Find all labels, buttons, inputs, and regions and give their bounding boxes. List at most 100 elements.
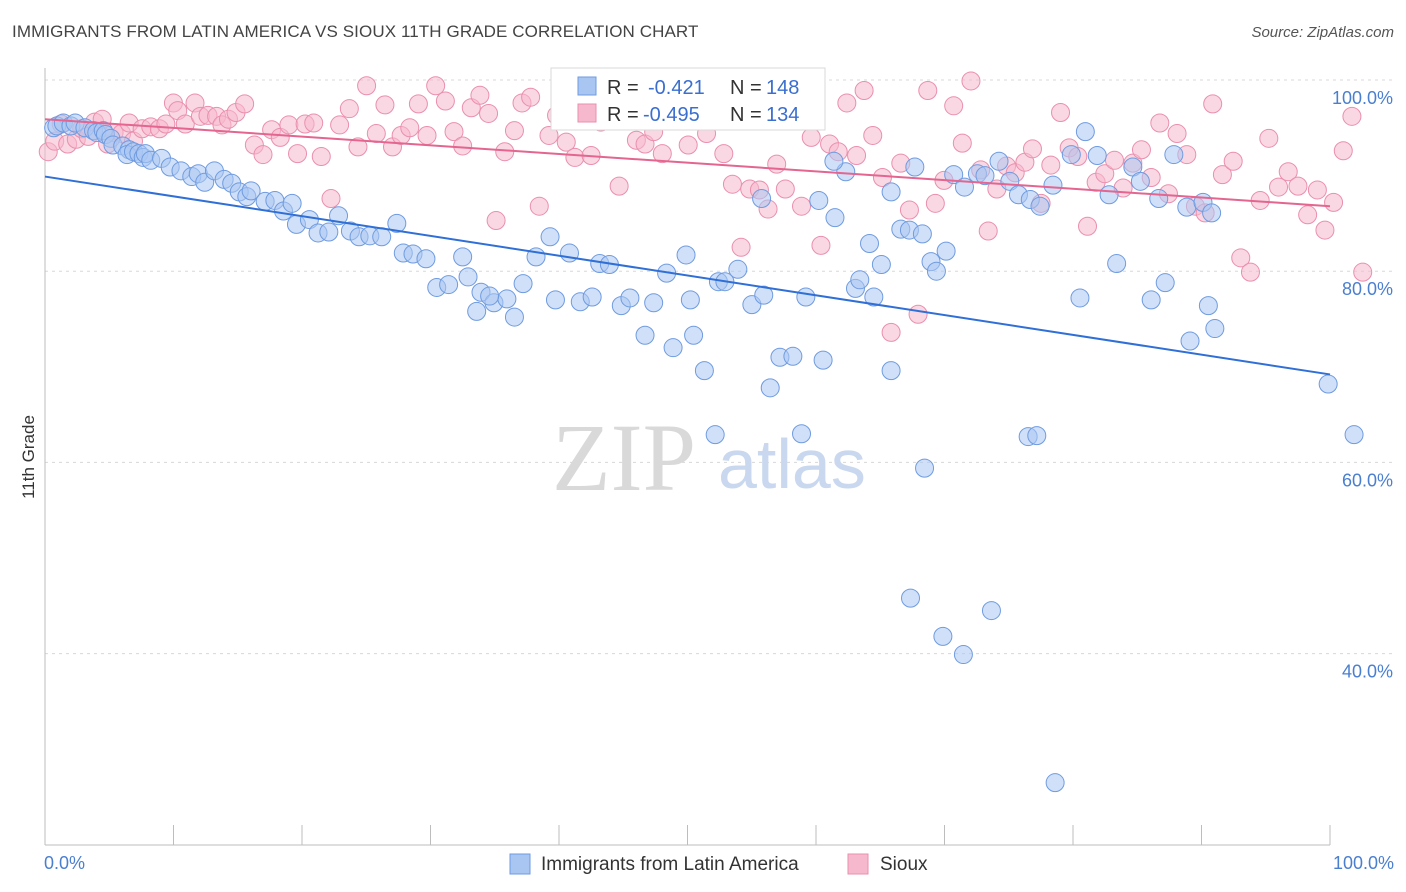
- latin-america-point: [1043, 175, 1063, 195]
- sioux-point: [775, 179, 795, 199]
- latin-america-point: [1318, 374, 1338, 394]
- sioux-point: [1167, 124, 1187, 144]
- watermark: ZIP atlas: [552, 404, 866, 511]
- latin-america-point: [1202, 203, 1222, 223]
- latin-america-point: [813, 350, 833, 370]
- latin-america-point: [467, 301, 487, 321]
- chart-title: IMMIGRANTS FROM LATIN AMERICA VS SIOUX 1…: [12, 22, 699, 41]
- latin-america-point: [836, 162, 856, 182]
- latin-america-point: [944, 165, 964, 185]
- sioux-point: [253, 145, 273, 165]
- latin-america-point: [620, 288, 640, 308]
- latin-america-point: [694, 361, 714, 381]
- latin-america-point: [705, 425, 725, 445]
- legend-box: R = -0.421 N = 148 R = -0.495 N = 134: [550, 67, 826, 131]
- latin-america-point: [663, 338, 683, 358]
- sioux-point: [470, 85, 490, 105]
- y-tick-label: 100.0%: [1332, 88, 1393, 108]
- sioux-point: [235, 94, 255, 114]
- latin-america-point: [912, 224, 932, 244]
- trend-line-latin-america: [44, 175, 1331, 376]
- legend-n-value-1: 148: [766, 77, 799, 99]
- sioux-point: [357, 76, 377, 96]
- sioux-point: [944, 96, 964, 116]
- sioux-point: [767, 154, 787, 174]
- sioux-point: [978, 221, 998, 241]
- sioux-point: [863, 125, 883, 145]
- latin-america-point: [439, 275, 459, 295]
- latin-america-point: [933, 626, 953, 646]
- sioux-point: [486, 211, 506, 231]
- latin-america-point: [871, 255, 891, 275]
- sioux-point: [348, 137, 368, 157]
- y-axis-label: 11th Grade: [19, 415, 38, 499]
- sioux-point: [1223, 151, 1243, 171]
- latin-america-point: [796, 287, 816, 307]
- latin-america-point: [792, 424, 812, 444]
- sioux-point: [1333, 141, 1353, 161]
- latin-america-point: [809, 190, 829, 210]
- y-tick-label: 80.0%: [1342, 279, 1393, 299]
- sioux-point: [731, 237, 751, 257]
- sioux-point: [479, 103, 499, 123]
- latin-america-point: [480, 286, 500, 306]
- sioux-point: [1131, 140, 1151, 160]
- latin-america-point: [860, 233, 880, 253]
- gridlines: [45, 79, 1393, 655]
- sioux-point: [961, 71, 981, 91]
- latin-america-point: [728, 259, 748, 279]
- sioux-point: [811, 235, 831, 255]
- latin-america-point: [1198, 296, 1218, 316]
- sioux-point: [837, 93, 857, 113]
- sioux-point: [1041, 155, 1061, 175]
- sioux-point: [311, 146, 331, 166]
- latin-america-point: [1177, 197, 1197, 217]
- latin-america-point: [1075, 122, 1095, 142]
- sioux-point: [408, 94, 428, 114]
- sioux-point: [652, 144, 672, 164]
- bottom-legend-label-pink: Sioux: [880, 854, 928, 875]
- latin-america-point: [975, 166, 995, 186]
- latin-america-point: [582, 287, 602, 307]
- sioux-point: [1269, 177, 1289, 197]
- latin-america-point: [372, 227, 392, 247]
- sioux-point: [801, 127, 821, 147]
- latin-america-point: [513, 274, 533, 294]
- y-tick-labels: 100.0% 80.0% 60.0% 40.0%: [1332, 88, 1393, 682]
- latin-america-point: [1180, 331, 1200, 351]
- watermark-atlas: atlas: [718, 425, 866, 503]
- latin-america-point: [387, 213, 407, 233]
- latin-america-point: [881, 182, 901, 202]
- bottom-legend-swatch-blue: [509, 853, 531, 875]
- latin-america-points: [44, 113, 1364, 793]
- latin-america-point: [1061, 145, 1081, 165]
- sioux-point: [556, 132, 576, 152]
- latin-america-point: [953, 645, 973, 665]
- sioux-point: [952, 133, 972, 153]
- latin-america-point: [825, 208, 845, 228]
- latin-america-point: [936, 241, 956, 261]
- legend-swatch-blue: [577, 76, 597, 96]
- sioux-point: [1315, 220, 1335, 240]
- sioux-point: [426, 76, 446, 96]
- bottom-legend-swatch-pink: [847, 853, 869, 875]
- sioux-point: [1353, 262, 1373, 282]
- latin-america-point: [1141, 290, 1161, 310]
- sioux-point: [321, 189, 341, 209]
- sioux-point: [678, 135, 698, 155]
- bottom-legend-label-blue: Immigrants from Latin America: [541, 854, 799, 875]
- legend-n-label-2: N =: [730, 104, 762, 126]
- latin-america-point: [1155, 273, 1175, 293]
- sioux-point: [565, 147, 585, 167]
- latin-america-point: [1087, 146, 1107, 166]
- sioux-point: [847, 146, 867, 166]
- latin-america-point: [458, 267, 478, 287]
- latin-america-point: [752, 189, 772, 209]
- latin-america-point: [504, 307, 524, 327]
- latin-america-point: [282, 193, 302, 213]
- sioux-point: [304, 113, 324, 133]
- sioux-point: [521, 87, 541, 107]
- sioux-point: [714, 144, 734, 164]
- latin-america-point: [989, 151, 1009, 171]
